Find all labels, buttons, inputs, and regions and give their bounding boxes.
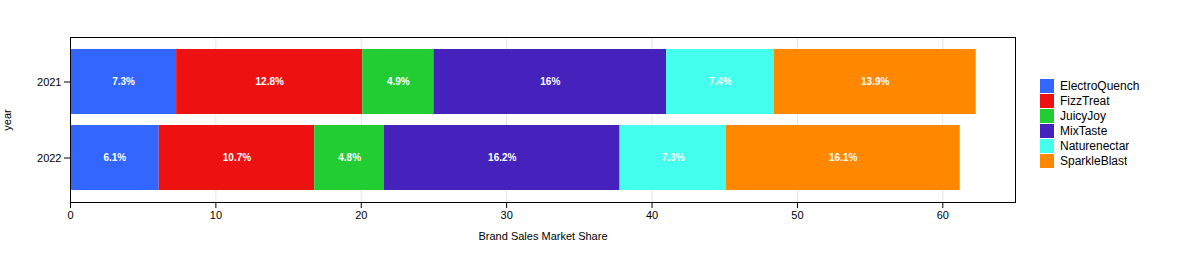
svg-text:20: 20	[355, 209, 367, 221]
svg-text:2022: 2022	[37, 152, 61, 164]
svg-text:30: 30	[501, 209, 513, 221]
svg-text:50: 50	[791, 209, 803, 221]
svg-text:13.9%: 13.9%	[861, 76, 889, 87]
svg-text:60: 60	[937, 209, 949, 221]
svg-text:6.1%: 6.1%	[103, 152, 126, 163]
svg-text:year: year	[1, 109, 13, 131]
html-text:FizzTreat: FizzTreat	[1060, 94, 1110, 108]
svg-text:2021: 2021	[37, 76, 61, 88]
svg-text:7.3%: 7.3%	[112, 76, 135, 87]
svg-text:4.8%: 4.8%	[338, 152, 361, 163]
svg-text:16%: 16%	[540, 76, 560, 87]
svg-text:Brand Sales Market Share: Brand Sales Market Share	[478, 230, 607, 242]
svg-text:7.3%: 7.3%	[662, 152, 685, 163]
svg-text:7.4%: 7.4%	[709, 76, 732, 87]
svg-text:16.2%: 16.2%	[488, 152, 516, 163]
svg-text:10.7%: 10.7%	[223, 152, 251, 163]
html-text:Naturenectar: Naturenectar	[1060, 139, 1130, 153]
svg-text:16.1%: 16.1%	[829, 152, 857, 163]
svg-text:4.9%: 4.9%	[387, 76, 410, 87]
svg-text:12.8%: 12.8%	[255, 76, 283, 87]
svg-text:0: 0	[67, 209, 73, 221]
svg-text:10: 10	[210, 209, 222, 221]
html-text:MixTaste: MixTaste	[1060, 124, 1108, 138]
html-text:SparkleBlast: SparkleBlast	[1060, 154, 1128, 168]
html-text:ElectroQuench: ElectroQuench	[1060, 79, 1140, 93]
svg-text:40: 40	[646, 209, 658, 221]
html-text:JuicyJoy: JuicyJoy	[1060, 109, 1106, 123]
